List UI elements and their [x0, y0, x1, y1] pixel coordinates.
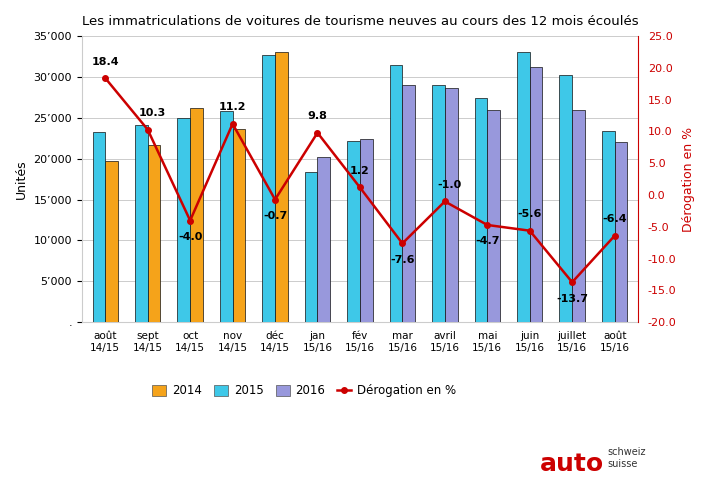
Text: -13.7: -13.7	[556, 294, 588, 304]
Bar	[572, 110, 585, 322]
Text: 1.2: 1.2	[350, 166, 370, 176]
Y-axis label: Dérogation en %: Dérogation en %	[682, 126, 695, 232]
Text: -4.0: -4.0	[178, 232, 202, 242]
Text: auto: auto	[540, 452, 604, 476]
Text: -5.6: -5.6	[518, 209, 542, 219]
Text: schweiz
suisse: schweiz suisse	[608, 447, 646, 469]
Bar	[190, 108, 203, 322]
Bar	[445, 88, 457, 322]
Bar	[347, 141, 360, 322]
Text: 18.4: 18.4	[92, 57, 119, 67]
Bar	[517, 52, 530, 322]
Legend: 2014, 2015, 2016, Dérogation en %: 2014, 2015, 2016, Dérogation en %	[148, 380, 462, 402]
Text: -7.6: -7.6	[390, 255, 415, 265]
Bar	[602, 131, 615, 322]
Text: -4.7: -4.7	[475, 236, 500, 246]
Text: -6.4: -6.4	[602, 214, 627, 224]
Bar	[92, 132, 105, 322]
Bar	[615, 142, 628, 322]
Bar	[220, 111, 233, 322]
Bar	[390, 65, 403, 322]
Bar	[262, 55, 275, 322]
Text: 10.3: 10.3	[139, 108, 166, 118]
Bar	[360, 139, 373, 322]
Bar	[135, 125, 148, 322]
Title: Les immatriculations de voitures de tourisme neuves au cours des 12 mois écoulés: Les immatriculations de voitures de tour…	[82, 15, 638, 28]
Bar	[233, 129, 246, 322]
Bar	[178, 118, 190, 322]
Bar	[317, 157, 330, 322]
Bar	[305, 172, 317, 322]
Bar	[487, 110, 500, 322]
Text: -0.7: -0.7	[263, 211, 287, 221]
Text: 9.8: 9.8	[307, 111, 327, 122]
Y-axis label: Unités: Unités	[15, 160, 28, 199]
Bar	[403, 85, 415, 322]
Bar	[105, 161, 118, 322]
Bar	[275, 53, 288, 322]
Text: -1.0: -1.0	[438, 180, 462, 190]
Bar	[530, 67, 542, 322]
Bar	[559, 75, 572, 322]
Text: 11.2: 11.2	[219, 102, 246, 112]
Bar	[474, 98, 487, 322]
Bar	[148, 145, 160, 322]
Bar	[432, 85, 445, 322]
